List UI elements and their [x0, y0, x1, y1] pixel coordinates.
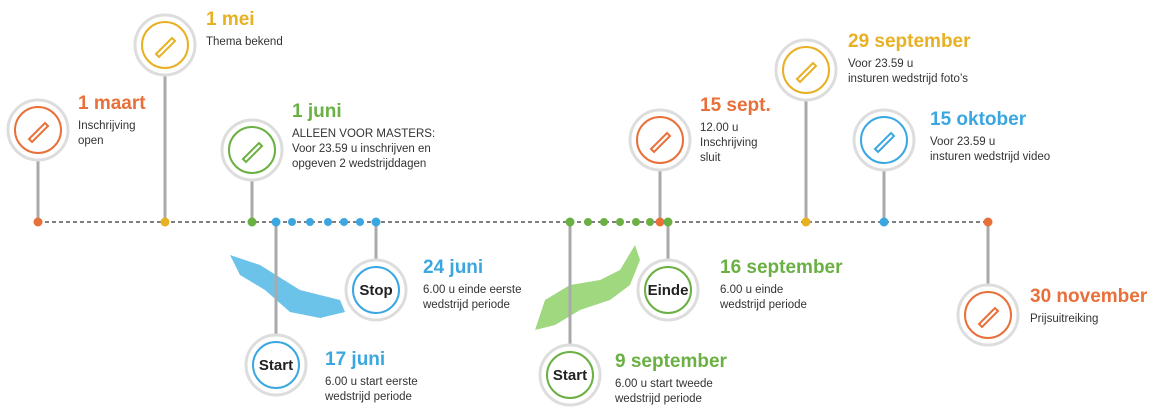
- event-badge: Start: [259, 357, 293, 374]
- event-dot: [161, 218, 170, 227]
- event-text: Voor 23.59 u: [930, 136, 995, 148]
- event-dot: [802, 218, 811, 227]
- event-date: 15 oktober: [930, 109, 1027, 130]
- event-date: 1 maart: [78, 93, 146, 114]
- event-date: 29 september: [848, 31, 971, 52]
- event-date: 30 november: [1030, 286, 1148, 307]
- timeline-dot: [340, 218, 348, 226]
- timeline-dot: [356, 218, 364, 226]
- event-text: insturen wedstrijd foto’s: [848, 73, 968, 85]
- event-date: 1 mei: [206, 9, 255, 30]
- timeline-dot: [646, 218, 654, 226]
- event-dot: [248, 218, 257, 227]
- event-text: 6.00 u einde: [720, 284, 783, 296]
- event-text: wedstrijd periode: [719, 299, 807, 311]
- event-badge: Stop: [359, 282, 392, 299]
- event-dot: [272, 218, 281, 227]
- event-text: 6.00 u start tweede: [615, 378, 713, 390]
- event-text: Voor 23.59 u inschrijven en: [292, 143, 431, 155]
- event-text: wedstrijd periode: [324, 391, 412, 403]
- timeline-dot: [600, 218, 608, 226]
- event-dot: [566, 218, 575, 227]
- timeline-dot: [584, 218, 592, 226]
- event-dot: [880, 218, 889, 227]
- event-text: opgeven 2 wedstrijddagen: [292, 158, 426, 170]
- timeline-dot: [616, 218, 624, 226]
- event-text: wedstrijd periode: [614, 393, 702, 405]
- event-date: 17 juni: [325, 349, 385, 370]
- event-dot: [34, 218, 43, 227]
- diver-left: [230, 255, 345, 318]
- event-text: Inschrijving: [700, 137, 758, 149]
- event-date: 16 september: [720, 257, 843, 278]
- event-text: Thema bekend: [206, 36, 283, 48]
- events: 1 maart Inschrijving open 1 mei Thema bekend…: [8, 9, 1148, 405]
- event-text: 6.00 u start eerste: [325, 376, 418, 388]
- event-text: ALLEEN VOOR MASTERS:: [292, 128, 435, 140]
- timeline-dot: [288, 218, 296, 226]
- event-text: Inschrijving: [78, 120, 136, 132]
- timeline-dot: [306, 218, 314, 226]
- event-date: 9 september: [615, 351, 728, 372]
- event-dot: [656, 218, 665, 227]
- event-text: open: [78, 135, 104, 147]
- timeline: 1 maart Inschrijving open 1 mei Thema bekend…: [0, 0, 1165, 408]
- diver-right: [535, 245, 640, 330]
- event-text: wedstrijd periode: [422, 299, 510, 311]
- event-text: 6.00 u einde eerste: [423, 284, 521, 296]
- event-badge: Einde: [648, 282, 689, 299]
- event-text: Prijsuitreiking: [1030, 313, 1098, 325]
- event-text: Voor 23.59 u: [848, 58, 913, 70]
- timeline-dot: [324, 218, 332, 226]
- event-text: sluit: [700, 152, 721, 164]
- event-date: 1 juni: [292, 101, 342, 122]
- timeline-dot: [632, 218, 640, 226]
- page: 1 maart Inschrijving open 1 mei Thema bekend…: [0, 0, 1165, 408]
- event-dot: [664, 218, 673, 227]
- event-text: insturen wedstrijd video: [930, 151, 1050, 163]
- event-badge: Start: [553, 367, 587, 384]
- event-date: 24 juni: [423, 257, 483, 278]
- event-text: 12.00 u: [700, 122, 738, 134]
- event-dot: [372, 218, 381, 227]
- event-date: 15 sept.: [700, 95, 771, 116]
- event-dot: [984, 218, 993, 227]
